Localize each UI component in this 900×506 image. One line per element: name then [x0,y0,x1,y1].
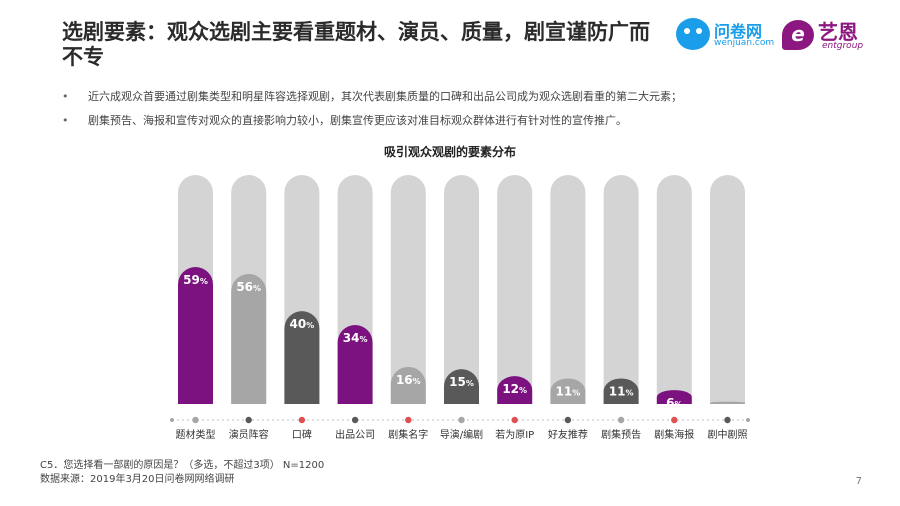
data-label: 6% [666,396,682,410]
data-label: 59% [183,273,208,287]
bar-题材类型 [178,267,213,404]
x-tick-label: 题材类型 [176,428,216,441]
bar-track [390,175,426,404]
data-label: 40% [290,317,315,331]
bar-剧中剧照 [710,401,745,404]
axis-dot [192,416,199,424]
x-tick-label: 剧集名字 [388,428,428,441]
data-label: 11% [609,384,634,398]
x-tick-label: 导演/编剧 [440,428,483,441]
data-label: 34% [343,331,368,345]
x-tick-label: 剧集预告 [601,428,641,441]
bar-剧集预告 [603,378,639,404]
bullet-item: 近六成观众首要通过剧集类型和明星阵容选择观剧，其次代表剧集质量的口碑和出品公司成… [62,85,862,109]
axis-dot [351,416,359,424]
bar-track [497,175,533,404]
data-label: 11% [556,384,581,398]
x-tick-label: 剧集海报 [654,428,694,441]
data-label: 1% [719,408,735,422]
yien-logo-sub: entgroup [822,41,864,51]
axis-dot [724,416,731,424]
x-tick-label: 出品公司 [335,428,375,441]
x-tick-label: 演员阵容 [229,428,269,441]
axis-dot [564,416,572,424]
bar-剧集海报 [656,390,692,404]
data-source: 数据来源：2019年3月20日问卷网网络调研 [40,474,235,485]
axis-end-dot [170,418,174,422]
yien-logo-mark: e [782,20,814,50]
axis-end-dot [746,418,750,422]
bar-剧集名字 [390,366,426,404]
survey-question: C5．您选择看一部剧的原因是？（多选，不超过3项） N=1200 [40,460,325,471]
axis-dot [458,416,465,424]
data-label: 15% [449,375,474,389]
yien-logo: e 艺恩 entgroup [782,14,872,54]
axis-dot [298,416,306,424]
axis-dot [617,416,625,424]
footer-notes: C5．您选择看一部剧的原因是？（多选，不超过3项） N=1200 数据来源：20… [40,459,324,487]
bar-口碑 [284,311,320,404]
bar-若为原IP [497,376,533,404]
bar-track [603,175,639,404]
bar-track [710,175,745,404]
bar-导演/编剧 [444,369,479,404]
axis-dot [671,416,678,424]
bar-track [550,175,586,404]
wenjuan-mascot-icon [676,18,710,50]
x-tick-label: 口碑 [292,428,312,441]
wenjuan-logo: 问卷网 wenjuan.com [676,14,776,54]
axis-dot [511,416,518,424]
x-tick-label: 好友推荐 [548,428,588,441]
wenjuan-logo-url: wenjuan.com [714,38,775,48]
data-label: 56% [236,280,261,294]
axis-dot [245,416,252,424]
x-tick-label: 剧中剧照 [708,428,748,441]
bar-好友推荐 [550,378,586,404]
bar-track [656,175,692,404]
page-number: 7 [855,476,862,487]
bar-track [444,175,479,404]
yien-logo-name: 艺恩 [818,20,858,44]
axis-dot [405,416,412,424]
page-title: 选剧要素：观众选剧主要看重题材、演员、质量，剧宣谨防广而不专 [62,20,650,69]
data-label: 12% [502,382,527,396]
data-label: 16% [396,373,421,387]
x-tick-label: 若为原IP [495,428,534,441]
chart-title: 吸引观众观剧的要素分布 [383,145,516,159]
bullet-item: 剧集预告、海报和宣传对观众的直接影响力较小，剧集宣传更应该对准目标观众群体进行有… [62,109,862,133]
bullet-list: 近六成观众首要通过剧集类型和明星阵容选择观剧，其次代表剧集质量的口碑和出品公司成… [62,85,862,133]
wenjuan-logo-name: 问卷网 [714,22,763,41]
bar-演员阵容 [231,273,267,404]
bar-出品公司 [337,325,373,404]
